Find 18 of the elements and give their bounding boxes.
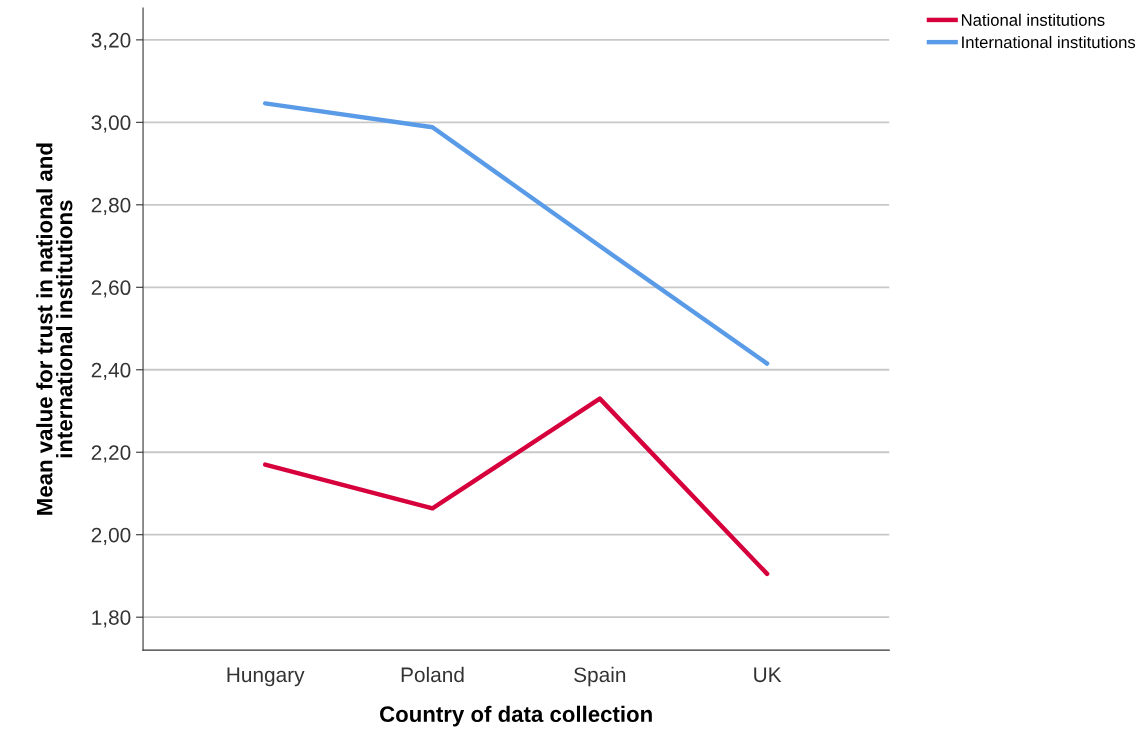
line-series (262, 101, 770, 366)
y-tick-label: 2,80 (91, 197, 131, 216)
x-tick-label: Hungary (227, 667, 305, 687)
y-tick-label: 2,40 (91, 362, 131, 380)
y-axis-title: Mean value for trust in national and international institutions (36, 143, 73, 515)
y-tick-label: 1,80 (92, 610, 131, 628)
legend-label: International institutions (962, 35, 1136, 49)
line-series (262, 396, 770, 577)
y-tick-label: 2,00 (91, 527, 131, 545)
y-tick-label: 2,60 (91, 280, 131, 298)
x-tick-label: Poland (401, 666, 464, 683)
x-axis-title: Country of data collection (380, 705, 652, 727)
x-tick-label: Spain (574, 666, 626, 687)
y-tick-label: 3,00 (91, 115, 131, 133)
legend-label: National institutions (961, 13, 1105, 26)
x-tick-label: UK (754, 667, 782, 683)
y-tick-label: 2,20 (91, 445, 131, 463)
y-tick-label: 3,20 (91, 32, 131, 51)
